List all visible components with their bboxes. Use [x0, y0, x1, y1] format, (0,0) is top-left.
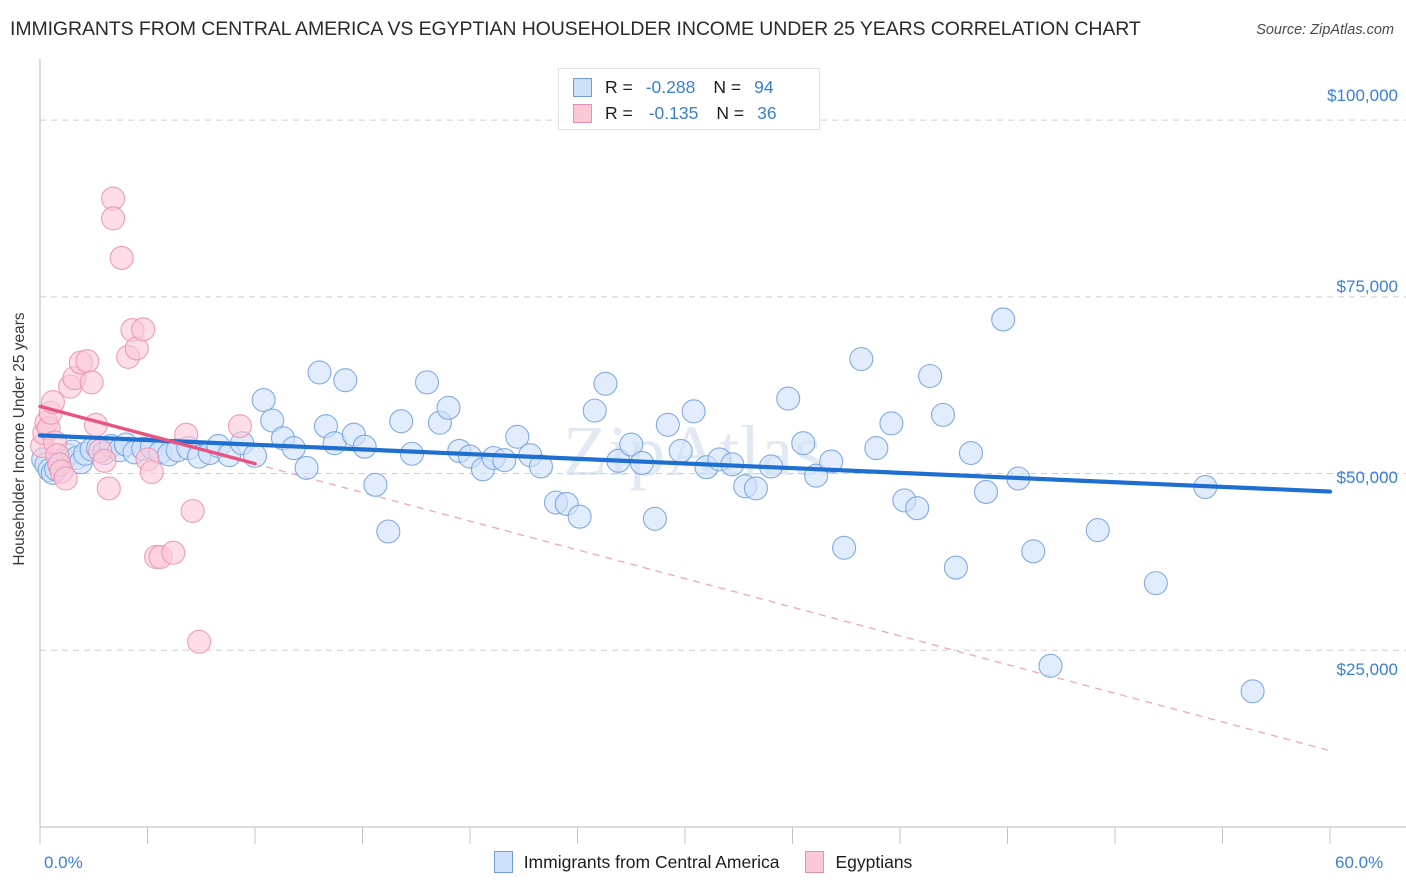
scatter-series-egyptians	[30, 186, 252, 654]
data-point	[918, 363, 943, 389]
y-tick-25000: $25,000	[1336, 660, 1398, 679]
data-point	[414, 370, 440, 395]
data-point	[376, 519, 401, 544]
data-point	[1240, 679, 1265, 704]
data-point	[864, 436, 889, 461]
stats-n-value-blue: 94	[754, 76, 774, 97]
data-point	[53, 466, 78, 491]
series-swatch-blue-icon	[573, 77, 592, 97]
data-point	[832, 535, 857, 560]
stats-n-value-pink: 36	[757, 102, 777, 123]
x-tick-min: 0.0%	[44, 853, 83, 872]
data-point	[642, 506, 667, 531]
stats-n-label-blue: N =	[713, 76, 742, 97]
data-point	[1143, 571, 1168, 596]
data-point	[307, 360, 332, 385]
data-point	[905, 496, 930, 521]
data-point	[668, 438, 693, 463]
data-point	[333, 368, 358, 393]
data-point	[436, 395, 461, 420]
legend-label-immigrants: Immigrants from Central America	[523, 851, 780, 872]
data-point	[593, 371, 618, 396]
legend-item-immigrants[interactable]: Immigrants from Central America	[493, 851, 780, 873]
data-point	[161, 540, 186, 565]
data-point	[505, 424, 530, 449]
data-point	[528, 454, 554, 479]
trendline-egyptians	[38, 404, 257, 466]
data-point	[294, 455, 319, 480]
data-point	[655, 412, 680, 437]
data-point	[973, 479, 999, 504]
data-point	[180, 498, 205, 524]
data-point	[352, 434, 377, 459]
data-point	[1085, 518, 1110, 543]
stats-n-label-pink: N =	[716, 102, 745, 123]
data-point	[819, 449, 844, 474]
data-point	[363, 472, 388, 497]
data-point	[1038, 653, 1063, 678]
stats-row-immigrants: R = -0.288 N = 94	[573, 74, 774, 100]
data-point	[582, 398, 607, 423]
series-legend: Immigrants from Central America Egyptian…	[0, 851, 1406, 873]
legend-item-egyptians[interactable]: Egyptians	[805, 851, 912, 873]
data-point	[619, 432, 644, 457]
data-point	[958, 440, 984, 466]
legend-swatch-pink-icon	[805, 851, 825, 873]
correlation-stats-legend: R = -0.288 N = 94 R = -0.135 N = 36	[558, 68, 820, 130]
stats-row-egyptians: R = -0.135 N = 36	[573, 100, 777, 126]
data-point	[943, 555, 968, 580]
stats-r-value-blue: -0.288	[645, 76, 696, 97]
data-point	[92, 448, 117, 473]
scatter-series-immigrants	[31, 307, 1265, 704]
data-point	[227, 414, 252, 439]
y-tick-100000: $100,000	[1327, 86, 1398, 105]
data-point	[567, 504, 592, 529]
data-point	[492, 448, 517, 473]
y-tick-75000: $75,000	[1336, 277, 1398, 296]
source-attribution: Source: ZipAtlas.com	[1256, 22, 1394, 38]
data-point	[79, 370, 104, 395]
data-point	[260, 408, 285, 433]
data-point	[879, 411, 904, 436]
data-point	[131, 317, 156, 342]
data-point	[187, 629, 212, 654]
y-tick-50000: $50,000	[1336, 468, 1398, 487]
legend-swatch-blue-icon	[493, 851, 513, 873]
x-tick-max: 60.0%	[1335, 853, 1384, 872]
stats-r-value-pink: -0.135	[648, 102, 699, 123]
data-point	[251, 387, 276, 413]
legend-label-egyptians: Egyptians	[835, 851, 913, 872]
data-point	[743, 476, 769, 501]
page-title: IMMIGRANTS FROM CENTRAL AMERICA VS EGYPT…	[10, 18, 1141, 40]
data-point	[776, 386, 801, 411]
data-point	[930, 402, 956, 427]
stats-r-label-blue: R =	[605, 76, 633, 97]
data-point	[139, 460, 164, 485]
data-point	[1021, 539, 1046, 564]
data-point	[991, 307, 1016, 332]
data-point	[96, 476, 121, 501]
data-point	[849, 346, 874, 372]
data-point	[75, 349, 100, 374]
data-point	[109, 245, 134, 270]
data-point	[791, 431, 816, 456]
data-point	[681, 399, 706, 424]
trendline-immigrants	[37, 433, 1333, 494]
series-swatch-pink-icon	[573, 103, 592, 123]
data-point	[101, 206, 126, 231]
stats-r-label-pink: R =	[605, 102, 633, 123]
data-point	[389, 409, 414, 434]
